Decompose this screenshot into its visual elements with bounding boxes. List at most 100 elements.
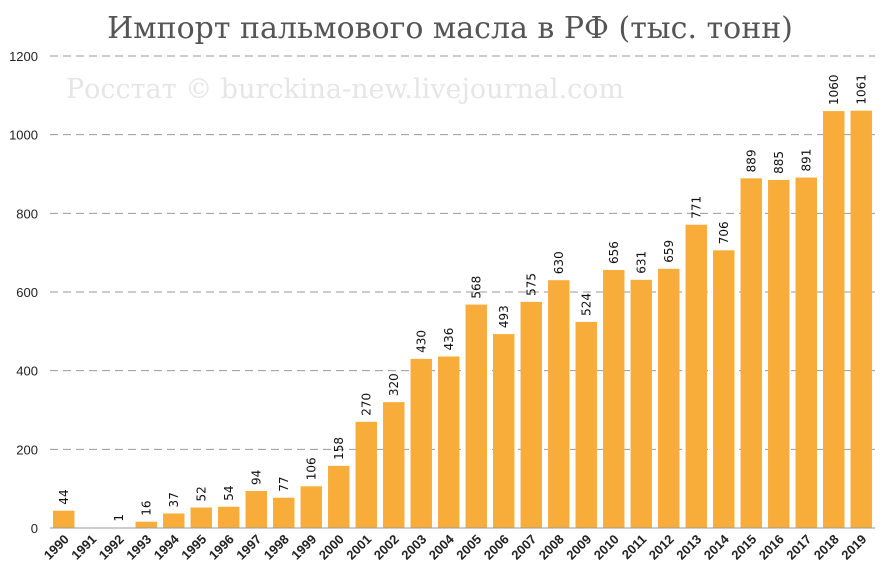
data-label: 52 [194, 486, 208, 501]
data-label: 94 [249, 470, 263, 485]
bar [273, 497, 295, 528]
bar [685, 224, 707, 529]
y-tick-label: 0 [31, 521, 38, 536]
data-label: 493 [497, 305, 511, 328]
data-label: 44 [57, 489, 71, 504]
bar [355, 421, 377, 528]
y-tick-label: 400 [16, 364, 38, 379]
x-tick-label: 1996 [206, 532, 237, 563]
x-tick-label: 2006 [481, 532, 512, 563]
data-label: 1 [112, 514, 126, 522]
bar [658, 268, 680, 528]
x-tick-label: 2012 [646, 532, 677, 563]
bar [603, 269, 625, 528]
x-tick-label: 2018 [811, 532, 842, 563]
x-tick-label: 2014 [701, 531, 733, 563]
x-tick-label: 1994 [151, 531, 183, 563]
data-label: 1060 [827, 75, 841, 106]
watermark: Росстат © burckina-new.livejournal.com [66, 74, 624, 105]
bar [383, 402, 405, 528]
bar [850, 110, 872, 528]
bar [520, 301, 542, 528]
x-tick-label: 2007 [508, 532, 539, 563]
bar [218, 506, 240, 528]
x-tick-label: 1990 [41, 532, 72, 563]
data-label: 270 [359, 393, 373, 416]
x-tick-label: 1991 [68, 532, 99, 563]
bar [795, 177, 817, 529]
y-tick-label: 800 [16, 206, 38, 221]
x-tick-label: 1993 [123, 532, 154, 563]
x-tick-label: 2015 [728, 532, 759, 563]
x-tick-label: 2004 [426, 531, 458, 563]
x-tick-label: 2013 [673, 532, 704, 563]
bar [740, 178, 762, 528]
bar [328, 465, 350, 528]
chart-title: Импорт пальмового масла в РФ (тыс. тонн) [107, 11, 793, 46]
x-tick-label: 2009 [563, 532, 594, 563]
data-label: 575 [524, 273, 538, 296]
data-label: 436 [442, 328, 456, 351]
bar [768, 179, 790, 528]
x-axis-ticks: 1990199119921993199419951996199719981999… [41, 531, 870, 563]
x-tick-label: 2001 [343, 532, 374, 563]
data-label: 659 [662, 240, 676, 263]
data-label: 771 [689, 196, 703, 219]
data-label: 16 [139, 500, 153, 515]
bar [575, 321, 597, 528]
data-label: 885 [772, 151, 786, 174]
y-tick-label: 1000 [9, 128, 38, 143]
bar [713, 250, 735, 528]
data-label: 891 [799, 149, 813, 172]
bar [438, 356, 460, 528]
x-tick-label: 2017 [783, 532, 814, 563]
bar [135, 521, 157, 528]
x-tick-label: 1997 [233, 532, 264, 563]
y-tick-label: 200 [16, 442, 38, 457]
data-labels: 44 1 16 37 52 54 94 77 106 158 270 320 430 436 568 493 5… [57, 74, 869, 521]
y-tick-label: 1200 [9, 49, 38, 64]
bar [300, 486, 322, 528]
bar [245, 491, 267, 528]
data-label: 656 [607, 241, 621, 264]
data-label: 37 [167, 492, 181, 507]
data-label: 706 [717, 221, 731, 244]
x-tick-label: 1998 [261, 532, 292, 563]
x-tick-label: 2016 [756, 532, 787, 563]
y-axis-ticks: 0 200 400 600 800 1000 1200 [9, 49, 38, 536]
data-label: 631 [634, 251, 648, 274]
bar [410, 358, 432, 528]
data-label: 77 [277, 476, 291, 491]
bar [465, 304, 487, 528]
bar [630, 279, 652, 528]
x-tick-label: 2008 [536, 532, 567, 563]
data-label: 158 [332, 437, 346, 460]
bar [163, 513, 185, 528]
bar [823, 111, 845, 529]
bar [190, 507, 212, 528]
data-label: 524 [579, 293, 593, 316]
data-label: 1061 [854, 74, 868, 105]
data-label: 630 [552, 251, 566, 274]
x-tick-label: 1995 [178, 532, 209, 563]
y-tick-label: 600 [16, 285, 38, 300]
x-tick-label: 1992 [96, 532, 127, 563]
data-label: 54 [222, 485, 236, 500]
data-label: 106 [304, 457, 318, 480]
data-label: 320 [387, 373, 401, 396]
x-tick-label: 1999 [288, 532, 319, 563]
bar [493, 334, 515, 528]
bars [53, 110, 872, 529]
x-tick-label: 2000 [316, 532, 347, 563]
data-label: 889 [744, 149, 758, 172]
gridlines [50, 55, 875, 450]
bar [548, 280, 570, 528]
data-label: 430 [414, 330, 428, 353]
bar [53, 510, 75, 528]
x-tick-label: 2003 [398, 532, 429, 563]
x-tick-label: 2002 [371, 532, 402, 563]
x-tick-label: 2005 [453, 532, 484, 563]
x-tick-label: 2011 [619, 532, 650, 563]
x-tick-label: 2019 [838, 532, 869, 563]
